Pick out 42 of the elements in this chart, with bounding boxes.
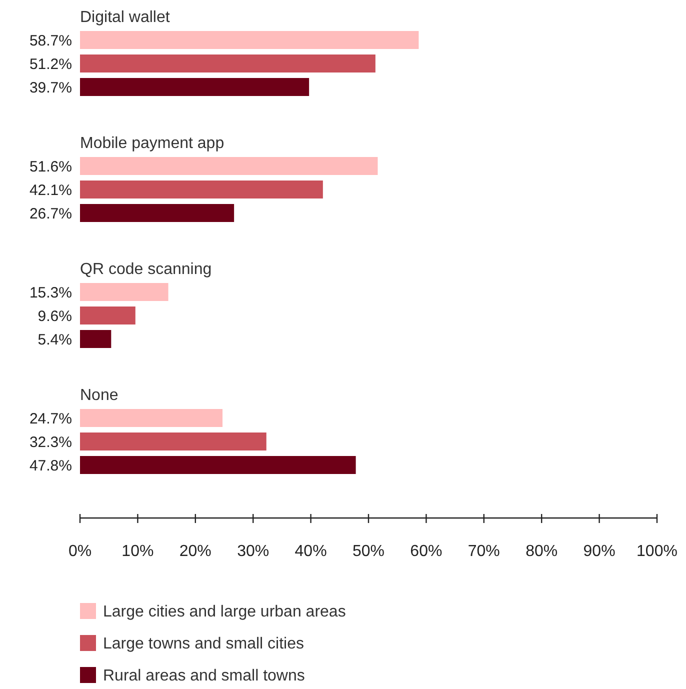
x-tick-label: 70%	[468, 543, 500, 560]
data-label: 24.7%	[29, 410, 72, 428]
data-label: 51.6%	[29, 158, 72, 176]
data-label: 9.6%	[38, 308, 72, 325]
bar	[80, 157, 378, 175]
legend-label: Large towns and small cities	[103, 636, 304, 653]
data-label: 51.2%	[29, 56, 72, 73]
bar	[80, 204, 234, 222]
x-tick-label: 50%	[352, 543, 385, 560]
y-tick-label: QR code scanning	[80, 261, 212, 278]
x-tick-label: 90%	[583, 543, 616, 560]
bar	[80, 432, 266, 450]
data-label: 32.3%	[29, 434, 72, 451]
bar	[80, 78, 310, 96]
x-tick-label: 10%	[122, 543, 154, 560]
x-tick-label: 40%	[294, 543, 327, 560]
bar	[80, 283, 168, 301]
y-tick-label: Digital wallet	[80, 9, 170, 26]
data-label: 58.7%	[29, 32, 72, 50]
data-label: 47.8%	[29, 457, 72, 474]
data-label: 5.4%	[38, 331, 72, 348]
data-label: 39.7%	[29, 79, 72, 96]
x-tick-label: 100%	[636, 543, 678, 560]
data-label: 26.7%	[29, 205, 72, 222]
x-tick-label: 60%	[410, 543, 442, 560]
y-tick-label: Mobile payment app	[80, 135, 224, 152]
x-tick-label: 20%	[179, 543, 212, 560]
x-tick-label: 0%	[68, 543, 92, 560]
x-tick-label: 80%	[526, 543, 558, 560]
bar	[80, 409, 223, 427]
data-label: 42.1%	[29, 182, 72, 199]
bar	[80, 54, 376, 72]
x-tick-label: 30%	[237, 543, 270, 560]
bar	[80, 330, 112, 348]
bar	[80, 31, 419, 49]
legend-label: Large cities and large urban areas	[103, 604, 346, 621]
bar	[80, 456, 356, 474]
data-label: 15.3%	[29, 284, 72, 302]
y-tick-label: None	[80, 387, 118, 404]
legend-label: Rural areas and small towns	[103, 668, 305, 685]
bar	[80, 180, 323, 198]
bar	[80, 306, 136, 324]
